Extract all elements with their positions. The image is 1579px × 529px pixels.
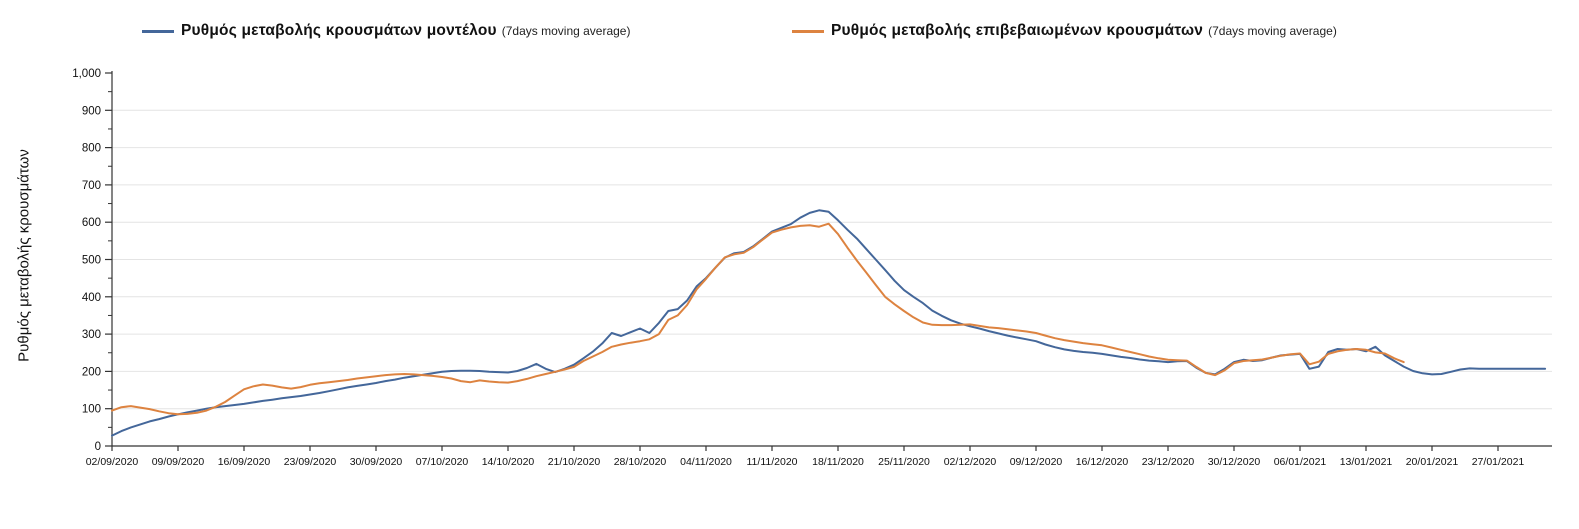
y-axis-tick-label: 1,000 — [72, 68, 101, 80]
x-axis-tick-label: 16/09/2020 — [218, 456, 271, 468]
x-axis-tick-label: 23/09/2020 — [284, 456, 337, 468]
series-line-model — [111, 209, 1547, 437]
x-axis-tick-label: 09/09/2020 — [152, 456, 205, 468]
y-axis-tick-label: 400 — [82, 292, 101, 304]
y-axis-tick-label: 200 — [82, 366, 101, 378]
chart-legend: Ρυθμός μεταβολής κρουσμάτων μοντέλου (7d… — [0, 20, 1579, 46]
x-axis-tick-label: 07/10/2020 — [416, 456, 469, 468]
x-axis-tick-label: 02/12/2020 — [944, 456, 997, 468]
model-line-swatch-icon — [142, 29, 174, 33]
y-axis-tick-label: 300 — [82, 329, 101, 341]
x-axis-tick-label: 30/12/2020 — [1208, 456, 1261, 468]
y-axis-tick-label: 600 — [82, 217, 101, 229]
x-axis-tick-label: 21/10/2020 — [548, 456, 601, 468]
y-axis-tick-label: 700 — [82, 180, 101, 192]
legend-suffix-model: (7days moving average) — [501, 24, 631, 38]
legend-suffix-confirmed: (7days moving average) — [1208, 24, 1337, 38]
y-axis-tick-label: 500 — [82, 255, 101, 267]
x-axis-tick-label: 16/12/2020 — [1076, 456, 1129, 468]
x-axis-tick-label: 13/01/2021 — [1340, 456, 1393, 468]
x-axis-tick-label: 06/01/2021 — [1274, 456, 1327, 468]
x-axis-tick-label: 23/12/2020 — [1142, 456, 1195, 468]
x-axis-tick-label: 28/10/2020 — [614, 456, 667, 468]
legend-item-confirmed: Ρυθμός μεταβολής επιβεβαιωμένων κρουσμάτ… — [792, 22, 1337, 40]
series-line-confirmed — [111, 222, 1405, 416]
x-axis-tick-label: 11/11/2020 — [747, 456, 798, 468]
y-axis-tick-label: 900 — [82, 105, 101, 117]
x-axis-tick-label: 25/11/2020 — [878, 456, 930, 468]
legend-label-confirmed: Ρυθμός μεταβολής επιβεβαιωμένων κρουσμάτ… — [831, 22, 1204, 39]
x-axis-tick-label: 14/10/2020 — [482, 456, 535, 468]
x-axis-tick-label: 18/11/2020 — [812, 456, 864, 468]
confirmed-line-swatch-icon — [792, 29, 824, 33]
legend-item-model: Ρυθμός μεταβολής κρουσμάτων μοντέλου (7d… — [142, 22, 630, 40]
x-axis-tick-label: 04/11/2020 — [680, 456, 732, 468]
x-axis-tick-label: 27/01/2021 — [1472, 456, 1525, 468]
x-axis-tick-label: 02/09/2020 — [86, 456, 139, 468]
x-axis-tick-label: 09/12/2020 — [1010, 456, 1063, 468]
x-axis-tick-label: 30/09/2020 — [350, 456, 403, 468]
legend-label-model: Ρυθμός μεταβολής κρουσμάτων μοντέλου — [181, 22, 497, 39]
x-axis-tick-label: 20/01/2021 — [1406, 456, 1459, 468]
y-axis-tick-label: 0 — [95, 441, 101, 453]
y-axis-tick-label: 800 — [82, 143, 101, 155]
y-axis-tick-label: 100 — [82, 404, 101, 416]
y-axis-title: Ρυθμός μεταβολής κρουσμάτων — [15, 149, 33, 362]
